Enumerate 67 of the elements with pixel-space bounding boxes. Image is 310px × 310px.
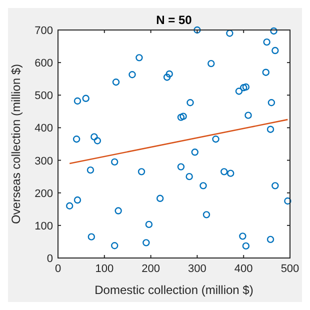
point xyxy=(186,172,193,180)
point xyxy=(74,97,82,105)
point xyxy=(180,112,187,120)
point xyxy=(227,170,234,177)
chart-title: N = 50 xyxy=(156,13,192,27)
y-tick-label: 300 xyxy=(34,155,53,168)
x-tick-label: 500 xyxy=(280,263,300,275)
point xyxy=(262,68,270,76)
point xyxy=(242,83,250,91)
y-tick-label: 400 xyxy=(34,122,53,135)
x-tick-label: 300 xyxy=(188,263,206,275)
point xyxy=(226,30,234,37)
point xyxy=(145,220,153,228)
point xyxy=(166,70,173,78)
point xyxy=(208,60,215,68)
point xyxy=(138,168,146,176)
point xyxy=(66,202,74,210)
point xyxy=(90,133,98,140)
x-tick-label: 200 xyxy=(142,263,160,275)
point xyxy=(242,242,250,250)
point xyxy=(239,232,246,240)
point xyxy=(163,74,171,81)
x-tick-label: 400 xyxy=(234,263,253,275)
y-axis-title: Overseas collection (million $) xyxy=(9,64,23,224)
point xyxy=(72,136,80,143)
point xyxy=(240,84,248,92)
point xyxy=(136,54,143,62)
y-tick-label: 700 xyxy=(34,25,53,37)
point xyxy=(266,236,274,244)
y-tick-label: 100 xyxy=(34,220,53,232)
point xyxy=(86,166,94,174)
point xyxy=(177,163,185,170)
x-tick-label: 100 xyxy=(95,263,114,275)
point xyxy=(244,112,252,119)
point xyxy=(191,148,198,156)
x-tick-label: 0 xyxy=(54,263,62,275)
point xyxy=(212,136,220,143)
point xyxy=(235,88,243,95)
y-tick-label: 0 xyxy=(46,253,53,265)
point xyxy=(82,94,90,102)
point xyxy=(111,242,118,250)
point xyxy=(112,78,120,86)
point xyxy=(284,197,292,205)
point xyxy=(263,38,270,46)
point xyxy=(74,196,82,204)
x-axis-title: Domestic collection (million $) xyxy=(94,283,254,297)
point xyxy=(142,239,150,246)
point xyxy=(88,233,96,240)
y-tick-label: 200 xyxy=(34,188,53,200)
point xyxy=(114,207,122,214)
point xyxy=(270,27,278,35)
point xyxy=(156,194,164,202)
point xyxy=(202,211,210,218)
y-tick-label: 500 xyxy=(34,90,53,102)
point xyxy=(266,126,274,133)
y-tick-label: 600 xyxy=(34,58,53,70)
point xyxy=(220,168,228,176)
point xyxy=(94,137,102,144)
point xyxy=(200,182,207,190)
point xyxy=(194,26,201,34)
point xyxy=(186,99,194,106)
point xyxy=(128,71,136,78)
point xyxy=(111,158,118,166)
point xyxy=(272,182,279,190)
point xyxy=(177,114,185,121)
point xyxy=(268,99,276,106)
point xyxy=(272,46,279,54)
